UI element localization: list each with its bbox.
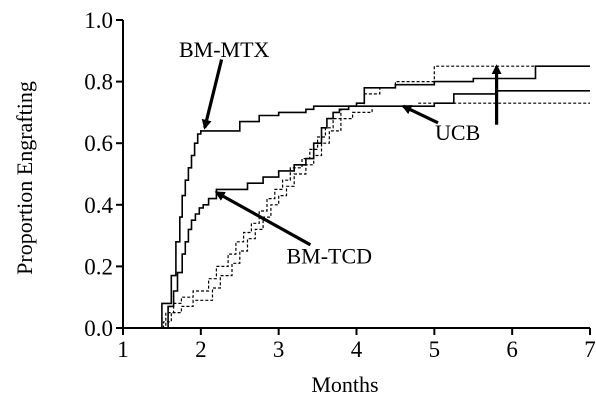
annotation-arrow xyxy=(214,191,312,247)
x-tick-label: 7 xyxy=(584,337,596,362)
y-tick-label: 1.0 xyxy=(84,8,113,33)
annotation-arrow xyxy=(201,59,224,130)
series-line-bm-mtx xyxy=(123,90,590,329)
y-tick-label: 0.4 xyxy=(84,193,113,218)
x-tick-label: 4 xyxy=(351,337,363,362)
y-tick-label: 0.8 xyxy=(84,70,113,95)
x-tick-label: 2 xyxy=(195,337,207,362)
y-tick-label: 0.0 xyxy=(84,316,113,341)
axes: 0.0 0.2 0.4 0.6 0.8 1.0 1 2 3 4 5 6 7 xyxy=(84,8,596,362)
series-line-bm-tcd xyxy=(123,65,590,329)
annotation-arrow xyxy=(401,104,439,125)
x-tick-label: 5 xyxy=(429,337,441,362)
x-tick-label: 3 xyxy=(273,337,285,362)
y-tick-label: 0.2 xyxy=(84,254,113,279)
annotation-label: BM-TCD xyxy=(286,243,372,268)
annotation-label: BM-MTX xyxy=(179,37,270,62)
x-tick-label: 1 xyxy=(117,337,129,362)
x-tick-label: 6 xyxy=(506,337,518,362)
annotation-label: UCB xyxy=(435,120,480,145)
series-line-ucb xyxy=(123,65,590,329)
y-axis-label: Proportion Engrafting xyxy=(12,81,37,275)
annotation-layer: BM-MTX BM-TCD UCB xyxy=(179,37,502,268)
series-layer xyxy=(123,65,590,329)
y-tick-label: 0.6 xyxy=(84,131,113,156)
x-axis-label: Months xyxy=(311,372,378,397)
series-line-ucb xyxy=(123,102,590,329)
